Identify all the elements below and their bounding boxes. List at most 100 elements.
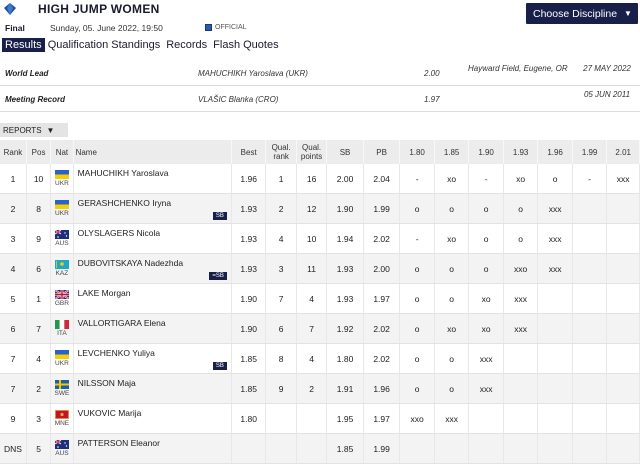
athlete-name-link[interactable]: VUKOVIC Marija bbox=[77, 408, 142, 418]
qual-rank-cell bbox=[265, 433, 297, 464]
pos-cell: 6 bbox=[26, 253, 52, 284]
attempt-cell: xo bbox=[434, 313, 470, 344]
attempt-cell: o bbox=[399, 193, 435, 224]
athlete-name-link[interactable]: PATTERSON Eleanor bbox=[77, 438, 160, 448]
attempt-cell bbox=[606, 193, 640, 224]
best-cell: 1.85 bbox=[231, 343, 267, 374]
attempt-cell: o bbox=[503, 223, 539, 254]
tab-records[interactable]: Records bbox=[166, 39, 208, 51]
attempt-cell: xxx bbox=[537, 223, 573, 254]
attempt-cell: xo bbox=[468, 313, 504, 344]
tab-results[interactable]: Results bbox=[2, 38, 45, 52]
athlete-row: DNS 5 AUS PATTERSON Eleanor 1.85 1.99 bbox=[0, 433, 640, 464]
pb-cell: 1.99 bbox=[363, 193, 401, 224]
attempt-cell bbox=[606, 343, 640, 374]
athlete-name-link[interactable]: LEVCHENKO Yuliya bbox=[77, 348, 155, 358]
page-header: HIGH JUMP WOMEN Final Sunday, 05. June 2… bbox=[0, 0, 640, 58]
attempt-cell bbox=[503, 433, 539, 464]
tab-flash-quotes[interactable]: Flash Quotes bbox=[213, 39, 279, 51]
nat-cell: AUS bbox=[50, 223, 74, 254]
rank-cell: 5 bbox=[0, 283, 27, 314]
best-cell bbox=[231, 433, 267, 464]
name-cell: VUKOVIC Marija bbox=[73, 403, 232, 434]
record-date: 27 MAY 2022 bbox=[583, 64, 631, 73]
nat-code: AUS bbox=[55, 240, 69, 247]
attempt-cell bbox=[572, 223, 608, 254]
athlete-name-link[interactable]: DUBOVITSKAYA Nadezhda bbox=[77, 258, 184, 268]
attempt-cell: xxx bbox=[468, 373, 504, 404]
choose-discipline-label: Choose Discipline bbox=[533, 7, 618, 20]
athlete-name-link[interactable]: OLYSLAGERS Nicola bbox=[77, 228, 161, 238]
record-athlete: MAHUCHIKH Yaroslava (UKR) bbox=[198, 69, 308, 78]
ukraine-flag-icon bbox=[54, 200, 69, 209]
season-best-badge: SB bbox=[212, 212, 227, 220]
record-label: World Lead bbox=[5, 69, 49, 78]
qual-points-cell: 2 bbox=[296, 373, 328, 404]
choose-discipline-button[interactable]: Choose Discipline ▼ bbox=[526, 3, 638, 24]
athlete-name-link[interactable]: NILSSON Maja bbox=[77, 378, 136, 388]
event-title: HIGH JUMP WOMEN bbox=[38, 2, 160, 16]
col-height: 1.96 bbox=[537, 140, 573, 164]
attempt-cell: xxx bbox=[537, 193, 573, 224]
attempt-cell: xo bbox=[468, 283, 504, 314]
record-date: 05 JUN 2011 bbox=[583, 90, 631, 99]
rank-cell: 7 bbox=[0, 373, 27, 404]
sb-cell: 1.93 bbox=[326, 253, 364, 284]
name-cell: PATTERSON Eleanor bbox=[73, 433, 232, 464]
attempt-cell bbox=[537, 373, 573, 404]
athlete-name-link[interactable]: LAKE Morgan bbox=[77, 288, 131, 298]
attempt-cell: xxx bbox=[434, 403, 470, 434]
nat-code: ITA bbox=[57, 330, 67, 337]
qual-rank-cell: 4 bbox=[265, 223, 297, 254]
attempt-cell bbox=[606, 373, 640, 404]
nat-cell: UKR bbox=[50, 164, 74, 194]
attempt-cell: o bbox=[434, 253, 470, 284]
qual-rank-cell: 1 bbox=[265, 164, 297, 194]
athlete-name-link[interactable]: VALLORTIGARA Elena bbox=[77, 318, 166, 328]
attempt-cell: o bbox=[399, 373, 435, 404]
attempt-cell: o bbox=[434, 373, 470, 404]
attempt-cell bbox=[572, 313, 608, 344]
best-cell: 1.90 bbox=[231, 313, 267, 344]
qual-points-cell: 4 bbox=[296, 283, 328, 314]
event-phase: Final bbox=[5, 23, 25, 33]
nat-cell: GBR bbox=[50, 283, 74, 314]
australia-flag-icon bbox=[54, 230, 69, 239]
attempt-cell: - bbox=[399, 164, 435, 194]
rank-cell: 4 bbox=[0, 253, 27, 284]
athlete-name-link[interactable]: GERASHCHENKO Iryna bbox=[77, 198, 172, 208]
attempt-cell: xxx bbox=[537, 253, 573, 284]
attempt-cell bbox=[606, 433, 640, 464]
attempt-cell bbox=[537, 313, 573, 344]
qual-rank-cell: 3 bbox=[265, 253, 297, 284]
attempt-cell: o bbox=[399, 253, 435, 284]
attempt-cell: xxx bbox=[468, 343, 504, 374]
rank-cell: 9 bbox=[0, 403, 27, 434]
sb-cell: 1.80 bbox=[326, 343, 364, 374]
results-header-row: Rank Pos Nat Name Best Qual. rank Qual. … bbox=[0, 140, 640, 164]
attempt-cell: o bbox=[434, 283, 470, 314]
attempt-cell bbox=[434, 433, 470, 464]
athlete-row: 9 3 MNE VUKOVIC Marija 1.80 1.95 1.97 xxo xxx bbox=[0, 403, 640, 434]
attempt-cell bbox=[503, 343, 539, 374]
reports-dropdown[interactable]: REPORTS ▼ bbox=[0, 123, 68, 137]
name-cell: LAKE Morgan bbox=[73, 283, 232, 314]
attempt-cell: xxx bbox=[606, 164, 640, 194]
attempt-cell: o bbox=[399, 283, 435, 314]
sb-cell: 1.92 bbox=[326, 313, 364, 344]
tab-qualification-standings[interactable]: Qualification Standings bbox=[47, 39, 161, 51]
qual-rank-cell: 9 bbox=[265, 373, 297, 404]
pos-cell: 2 bbox=[26, 373, 52, 404]
sb-cell: 2.00 bbox=[326, 164, 364, 194]
rank-cell: 7 bbox=[0, 343, 27, 374]
athlete-row: 5 1 GBR LAKE Morgan 1.90 7 4 1.93 1.97 o o xo xxx bbox=[0, 283, 640, 314]
nat-cell: MNE bbox=[50, 403, 74, 434]
qual-points-cell bbox=[296, 433, 328, 464]
attempt-cell bbox=[606, 283, 640, 314]
montenegro-flag-icon bbox=[54, 410, 69, 419]
athlete-name-link[interactable]: MAHUCHIKH Yaroslava bbox=[77, 168, 169, 178]
best-cell: 1.90 bbox=[231, 283, 267, 314]
nat-code: UKR bbox=[55, 360, 69, 367]
pos-cell: 5 bbox=[26, 433, 52, 464]
attempt-cell bbox=[606, 253, 640, 284]
